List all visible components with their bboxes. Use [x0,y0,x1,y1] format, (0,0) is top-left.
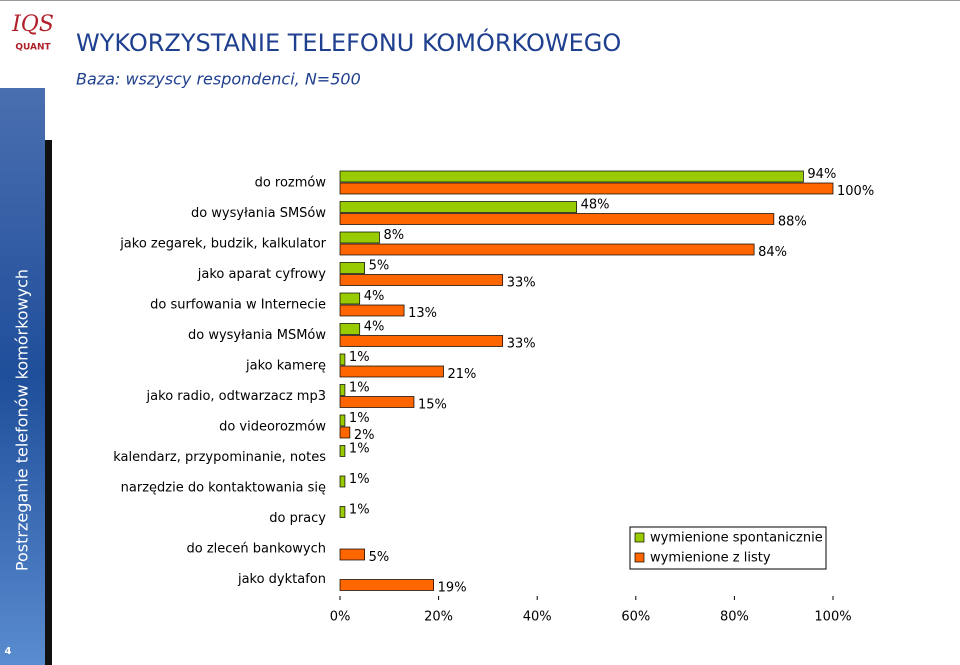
data-label: 1% [349,503,370,518]
data-label: 88% [778,215,807,230]
logo: IQS [11,12,54,37]
y-tick-label: do zleceń bankowych [187,542,326,557]
y-tick-label: do surfowania w Internecie [150,298,326,313]
bar [339,365,444,378]
data-label: 1% [349,442,370,457]
bar [339,384,346,396]
data-label: 1% [349,350,370,365]
x-tick-label: 40% [523,610,552,625]
x-tick-label: 100% [814,610,851,625]
bar [339,201,577,213]
bar [339,396,415,408]
data-label: 4% [364,289,385,304]
bar [339,262,365,274]
bar [339,170,804,183]
legend-swatch [634,552,645,563]
x-tick-label: 80% [720,610,749,625]
bar [339,506,346,518]
y-tick-label: jako zegarek, budzik, kalkulator [119,237,326,252]
data-label: 8% [383,228,404,243]
bar [339,323,361,335]
bar [339,292,361,305]
y-tick-label: jako kamerę [245,359,326,374]
y-tick-label: do wysyłania MSMów [188,328,326,343]
data-label: 5% [369,259,390,274]
data-label: 2% [354,428,375,443]
subtitle: Baza: wszyscy respondenci, N=500 [76,70,361,89]
data-label: 15% [418,398,447,413]
data-label: 100% [837,184,874,199]
data-label: 84% [758,245,787,260]
title: WYKORZYSTANIE TELEFONU KOMÓRKOWEGO [76,27,621,57]
y-tick-label: jako radio, odtwarzacz mp3 [146,389,326,404]
data-label: 4% [364,320,385,335]
x-tick-label: 60% [621,610,650,625]
bar [339,304,405,317]
data-label: 1% [349,411,370,426]
legend-label: wymienione z listy [650,551,771,566]
bar [339,414,346,427]
sidebar [0,88,45,665]
data-label: 5% [369,550,390,565]
sidebar-title: Postrzeganie telefonów komórkowych [13,269,32,571]
bar [339,274,504,286]
y-tick-label: jako aparat cyfrowy [197,267,327,282]
x-tick-label: 20% [424,610,453,625]
bar [339,426,351,439]
x-tick-label: 0% [330,610,351,625]
page-number: 4 [5,646,12,657]
data-label: 19% [438,581,467,596]
data-label: 21% [448,367,477,382]
bar [339,243,755,256]
y-tick-label: jako dyktafon [237,572,326,587]
data-label: 13% [408,306,437,321]
bar [339,231,380,244]
logo: QUANT [15,43,51,53]
bar [339,445,346,457]
y-tick-label: kalendarz, przypominanie, notes [113,450,326,465]
bar [339,182,834,195]
data-label: 48% [581,198,610,213]
data-label: 33% [507,276,536,291]
y-tick-label: do videorozmów [219,420,326,435]
legend-label: wymienione spontanicznie [650,531,823,546]
data-label: 1% [349,472,370,487]
data-label: 33% [507,337,536,352]
y-tick-label: narzędzie do kontaktowania się [121,481,326,496]
bar [339,353,346,366]
bar [339,335,504,347]
top-rule [0,0,960,1]
data-label: 94% [807,167,836,182]
y-tick-label: do rozmów [255,176,327,191]
bar [339,548,365,561]
bar [339,213,775,225]
legend [629,526,827,570]
bar [339,579,435,591]
data-label: 1% [349,381,370,396]
y-tick-label: do pracy [269,511,326,526]
legend-swatch [634,532,645,543]
y-tick-label: do wysyłania SMSów [191,206,326,221]
bar [339,475,346,488]
sidebar-edge [45,140,52,665]
